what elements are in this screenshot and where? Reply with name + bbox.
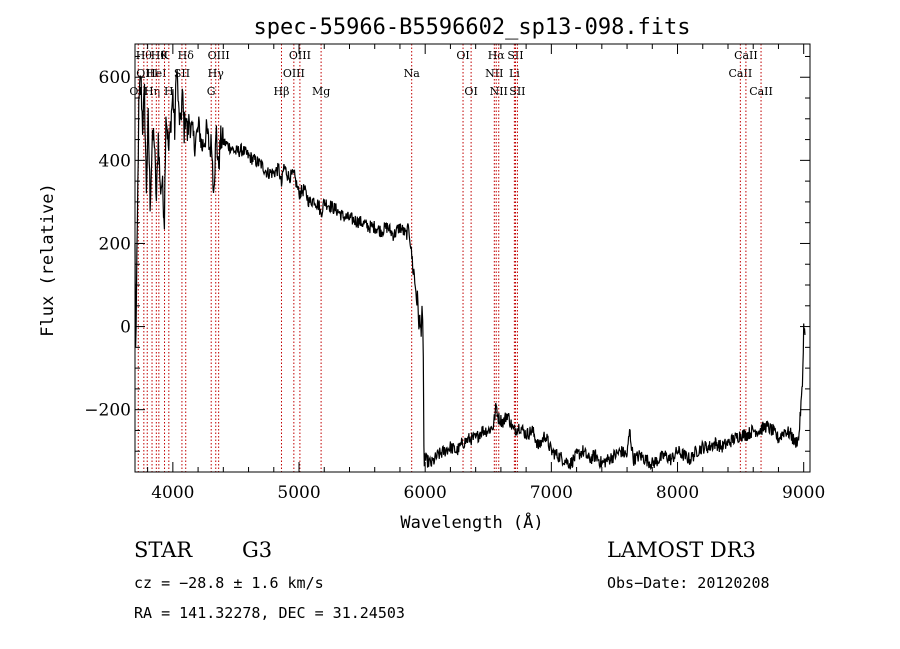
line-marker-label: OIII	[289, 49, 311, 62]
line-marker-label: Hη	[144, 85, 160, 98]
y-axis-label: Flux (relative)	[38, 183, 58, 337]
line-marker-label: OIII	[283, 67, 305, 80]
line-marker-label: Hα	[488, 49, 506, 62]
line-marker-label: SII	[507, 49, 523, 62]
line-marker-label: CaII	[729, 67, 753, 80]
axis-ticks: 4000 5000 6000 7000 8000 9000 −200 0 200 400 600	[84, 44, 825, 503]
x-tick-label: 8000	[656, 483, 699, 503]
line-markers: OIIHθOIIIHηHeIHθKHSIIHδGHγOIIIHβOIIIOIII…	[129, 44, 773, 472]
line-marker-label: CaII	[749, 85, 773, 98]
line-marker-label: Hδ	[178, 49, 195, 62]
y-tick-label: 400	[99, 151, 131, 171]
line-marker-label: OII	[129, 85, 147, 98]
line-marker-label: Mg	[312, 85, 330, 98]
line-marker-label: Hθ	[151, 49, 168, 62]
line-marker-label: G	[207, 85, 216, 98]
x-tick-label: 6000	[404, 483, 447, 503]
redshift-readout: cz = −28.8 ± 1.6 km/s	[134, 574, 324, 592]
line-marker-label: K	[160, 49, 169, 62]
y-tick-label: 0	[120, 318, 131, 338]
line-marker-label: Hθ	[136, 49, 153, 62]
line-marker-label: Hβ	[274, 85, 290, 98]
x-tick-label: 9000	[782, 483, 825, 503]
line-marker-label: NII	[485, 67, 503, 80]
survey-name: LAMOST DR3	[607, 538, 756, 562]
x-tick-label: 5000	[277, 483, 320, 503]
x-axis-label: Wavelength (Å)	[400, 511, 543, 533]
y-tick-label: −200	[84, 401, 131, 421]
line-marker-label: OIII	[208, 49, 230, 62]
x-tick-label: 4000	[151, 483, 194, 503]
y-tick-label: 600	[99, 68, 131, 88]
line-marker-label: OI	[464, 85, 477, 98]
spectral-subclass: G3	[242, 538, 273, 562]
chart-title: spec-55966-B5596602_sp13-098.fits	[253, 15, 690, 40]
plot-frame	[134, 43, 811, 473]
line-marker-label: H	[164, 85, 174, 98]
line-marker-label: Li	[509, 67, 520, 80]
line-marker-label: OI	[456, 49, 469, 62]
obs-date: Obs−Date: 20120208	[607, 574, 770, 592]
line-marker-label: NII	[490, 85, 508, 98]
x-tick-label: 7000	[530, 483, 573, 503]
line-marker-label: SII	[509, 85, 525, 98]
spectrum-line	[134, 68, 806, 471]
line-marker-label: Hγ	[208, 67, 225, 80]
coordinates: RA = 141.32278, DEC = 31.24503	[134, 604, 405, 622]
line-marker-label: Na	[404, 67, 421, 80]
line-marker-label: HeI	[146, 67, 166, 80]
y-tick-label: 200	[99, 234, 131, 254]
line-marker-label: CaII	[734, 49, 758, 62]
object-type: STAR	[134, 538, 193, 562]
